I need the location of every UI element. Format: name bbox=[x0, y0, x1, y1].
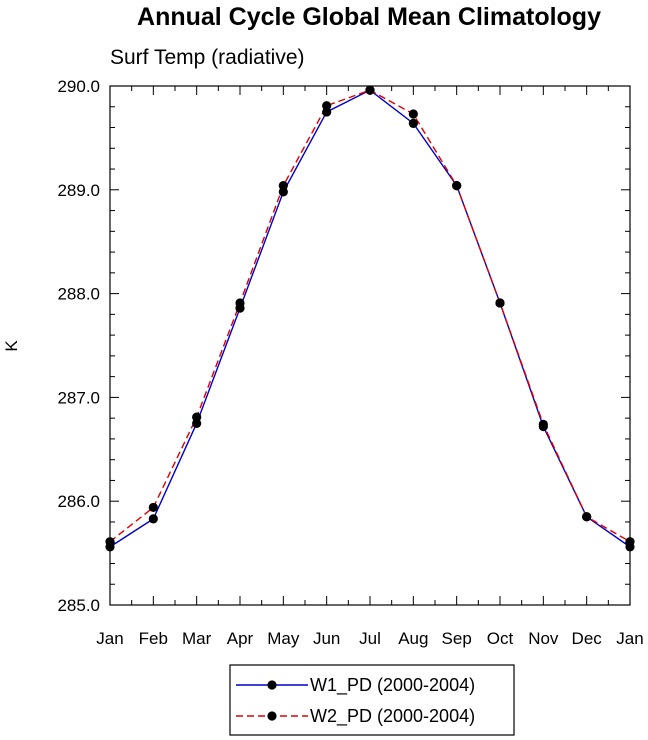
x-tick-label: Apr bbox=[227, 629, 254, 648]
legend-label-1: W1_PD (2000-2004) bbox=[310, 675, 475, 696]
series-2-point bbox=[452, 181, 462, 191]
y-tick-label: 288.0 bbox=[57, 285, 100, 304]
y-tick-label: 285.0 bbox=[57, 596, 100, 615]
legend-marker-2 bbox=[267, 711, 277, 721]
y-axis-label: K bbox=[2, 340, 21, 352]
series-2-point bbox=[365, 85, 375, 95]
legend-marker-1 bbox=[267, 680, 277, 690]
x-tick-label: Nov bbox=[528, 629, 559, 648]
chart-subtitle: Surf Temp (radiative) bbox=[110, 46, 305, 69]
x-tick-label: Jan bbox=[96, 629, 123, 648]
series-1-point bbox=[148, 514, 158, 524]
series-2-point bbox=[235, 298, 245, 308]
legend-label-2: W2_PD (2000-2004) bbox=[310, 706, 475, 727]
series-1-point bbox=[408, 118, 418, 128]
series-line-1 bbox=[109, 89, 631, 548]
plot-area: Jan Feb Mar Apr May Jun Jul Aug Sep Oct Nov Dec Jan 2… bbox=[57, 77, 643, 648]
x-tick-label: Feb bbox=[139, 629, 168, 648]
series-2-point bbox=[322, 101, 332, 111]
x-tick-label: Oct bbox=[487, 629, 514, 648]
series-line-2 bbox=[109, 89, 631, 543]
series-2-point bbox=[625, 537, 635, 547]
x-tick-label: Mar bbox=[182, 629, 212, 648]
series-2-point bbox=[148, 502, 158, 513]
y-tick-label: 289.0 bbox=[57, 181, 100, 200]
y-tick-label: 286.0 bbox=[57, 492, 100, 511]
legend: W1_PD (2000-2004) W2_PD (2000-2004) bbox=[229, 664, 515, 736]
series-2-point bbox=[495, 298, 505, 308]
y-tick-label: 290.0 bbox=[57, 77, 100, 96]
chart-title: Annual Cycle Global Mean Climatology bbox=[137, 3, 601, 31]
x-tick-label: May bbox=[267, 629, 300, 648]
plot-frame bbox=[109, 85, 631, 606]
y-tick-label: 287.0 bbox=[57, 388, 100, 407]
series-2-point bbox=[105, 537, 115, 547]
x-tick-label: Jan bbox=[616, 629, 643, 648]
series-2-point bbox=[278, 181, 288, 191]
series-2-point bbox=[192, 412, 202, 422]
series-2-point bbox=[538, 419, 548, 429]
x-tick-label: Dec bbox=[572, 629, 603, 648]
series-2-point bbox=[408, 109, 418, 119]
x-tick-label: Jun bbox=[313, 629, 340, 648]
series-2-point bbox=[582, 512, 592, 522]
x-tick-label: Sep bbox=[442, 629, 472, 648]
legend-box bbox=[229, 664, 515, 736]
x-tick-label: Jul bbox=[359, 629, 381, 648]
x-tick-label: Aug bbox=[398, 629, 428, 648]
